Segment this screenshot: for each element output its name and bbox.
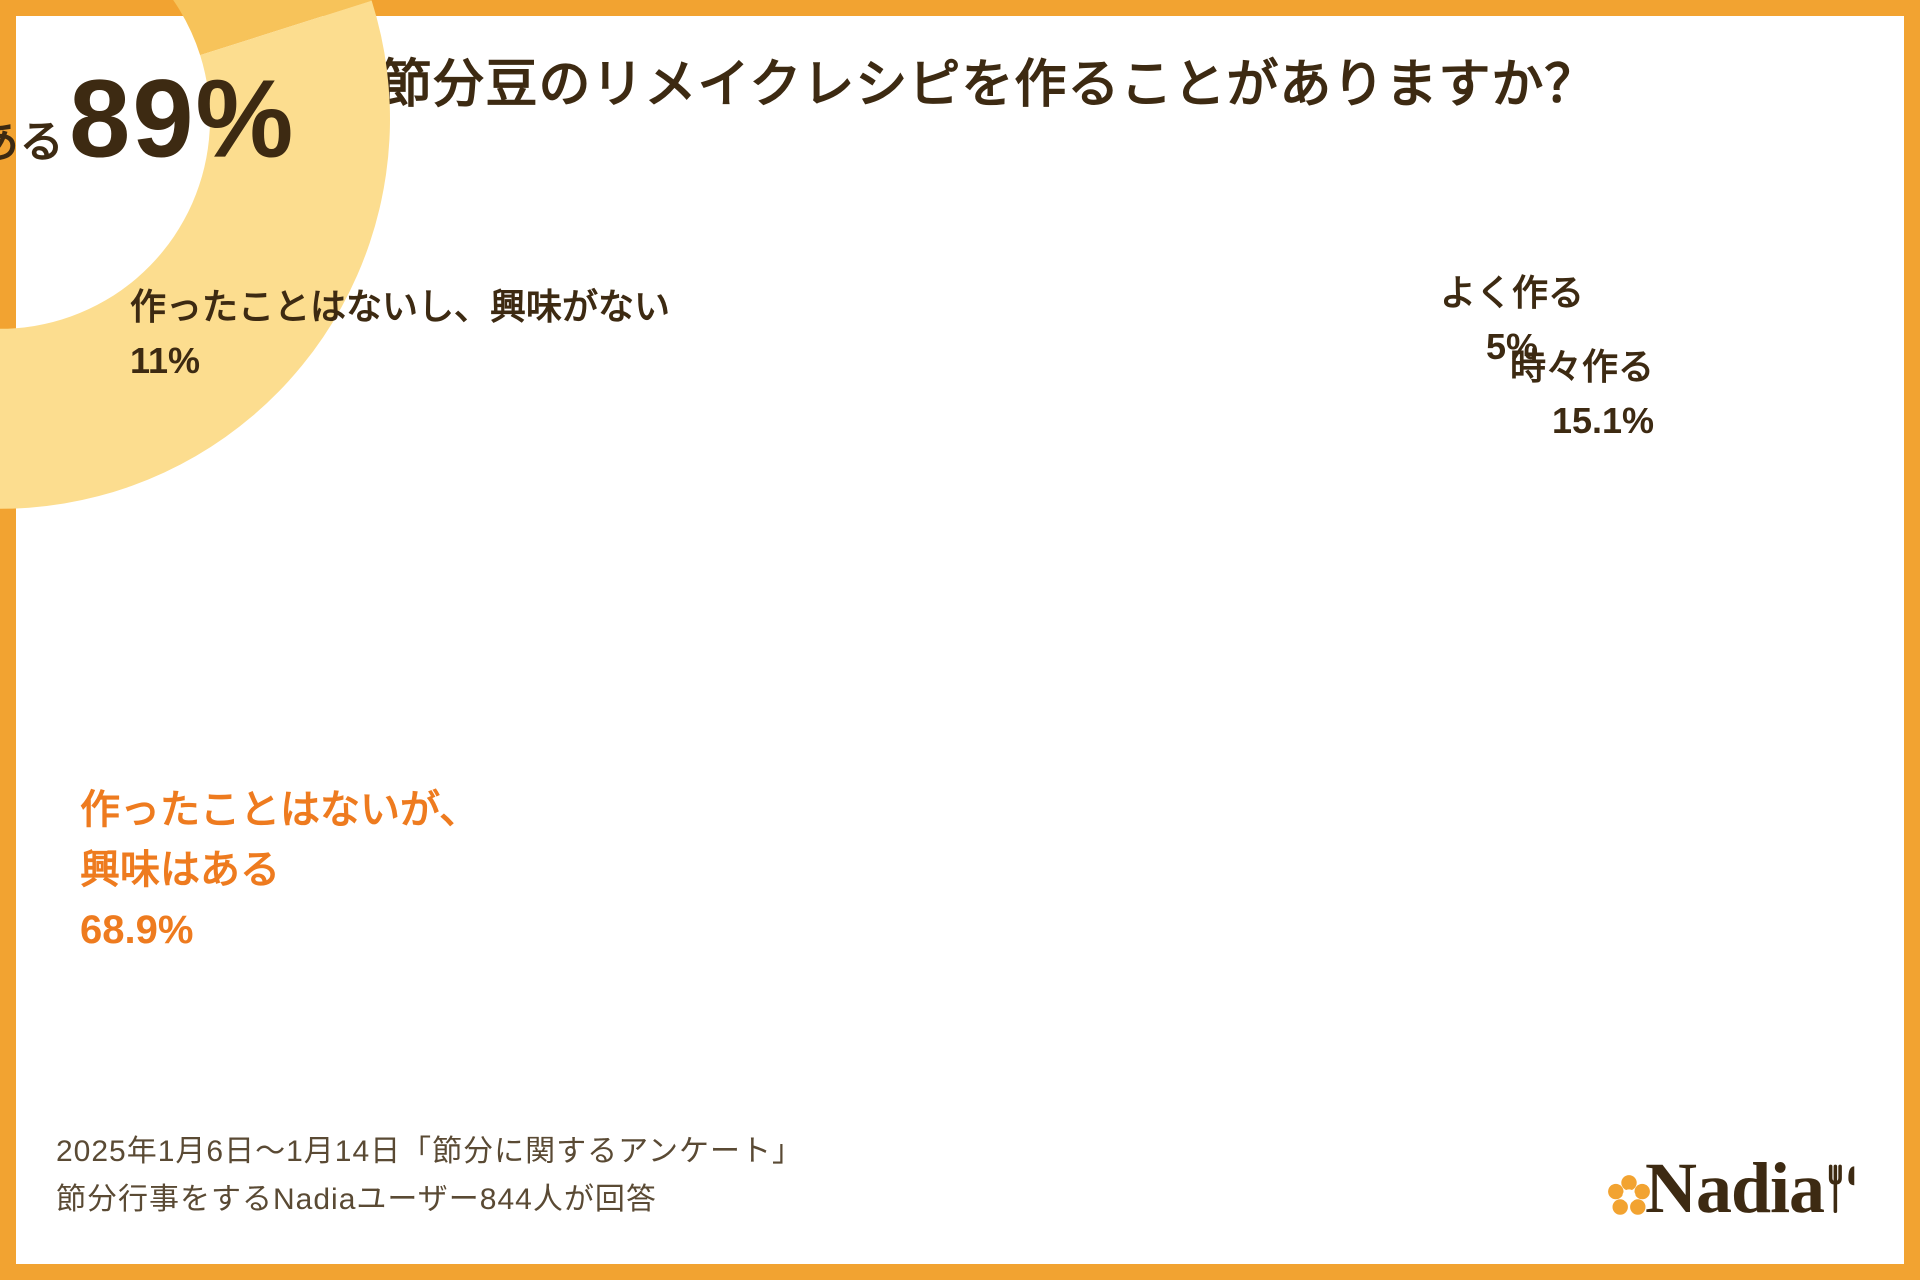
utensils-icon (1828, 1164, 1864, 1221)
callout-label: よく作る (1440, 266, 1584, 320)
logo-text: Nadia (1645, 1147, 1824, 1230)
callout-label: 作ったことはないが、興味はある (80, 780, 479, 900)
footnote-line2: 節分行事をするNadiaユーザー844人が回答 (56, 1176, 803, 1224)
chart-center-summary: 作る・興味がある 89% (0, 55, 295, 182)
callout-interested: 作ったことはないが、興味はある 68.9% (80, 780, 479, 960)
callout-percent: 15.1% (1510, 394, 1654, 448)
callout-label: 時々作る (1510, 340, 1654, 394)
center-percentage: 89% (69, 57, 295, 180)
callout-percent: 11% (130, 334, 670, 388)
flower-icon (1607, 1174, 1651, 1218)
footnote: 2025年1月6日〜1月14日「節分に関するアンケート」 節分行事をするNadi… (56, 1128, 803, 1224)
callout-sometimes: 時々作る 15.1% (1510, 340, 1654, 448)
callout-percent: 68.9% (80, 900, 479, 960)
nadia-logo: Nadia (1607, 1147, 1864, 1230)
callout-label: 作ったことはないし、興味がない (130, 280, 670, 334)
center-label-text: 作る・興味がある (0, 117, 65, 166)
callout-not-interested: 作ったことはないし、興味がない 11% (130, 280, 670, 388)
footnote-line1: 2025年1月6日〜1月14日「節分に関するアンケート」 (56, 1128, 803, 1176)
